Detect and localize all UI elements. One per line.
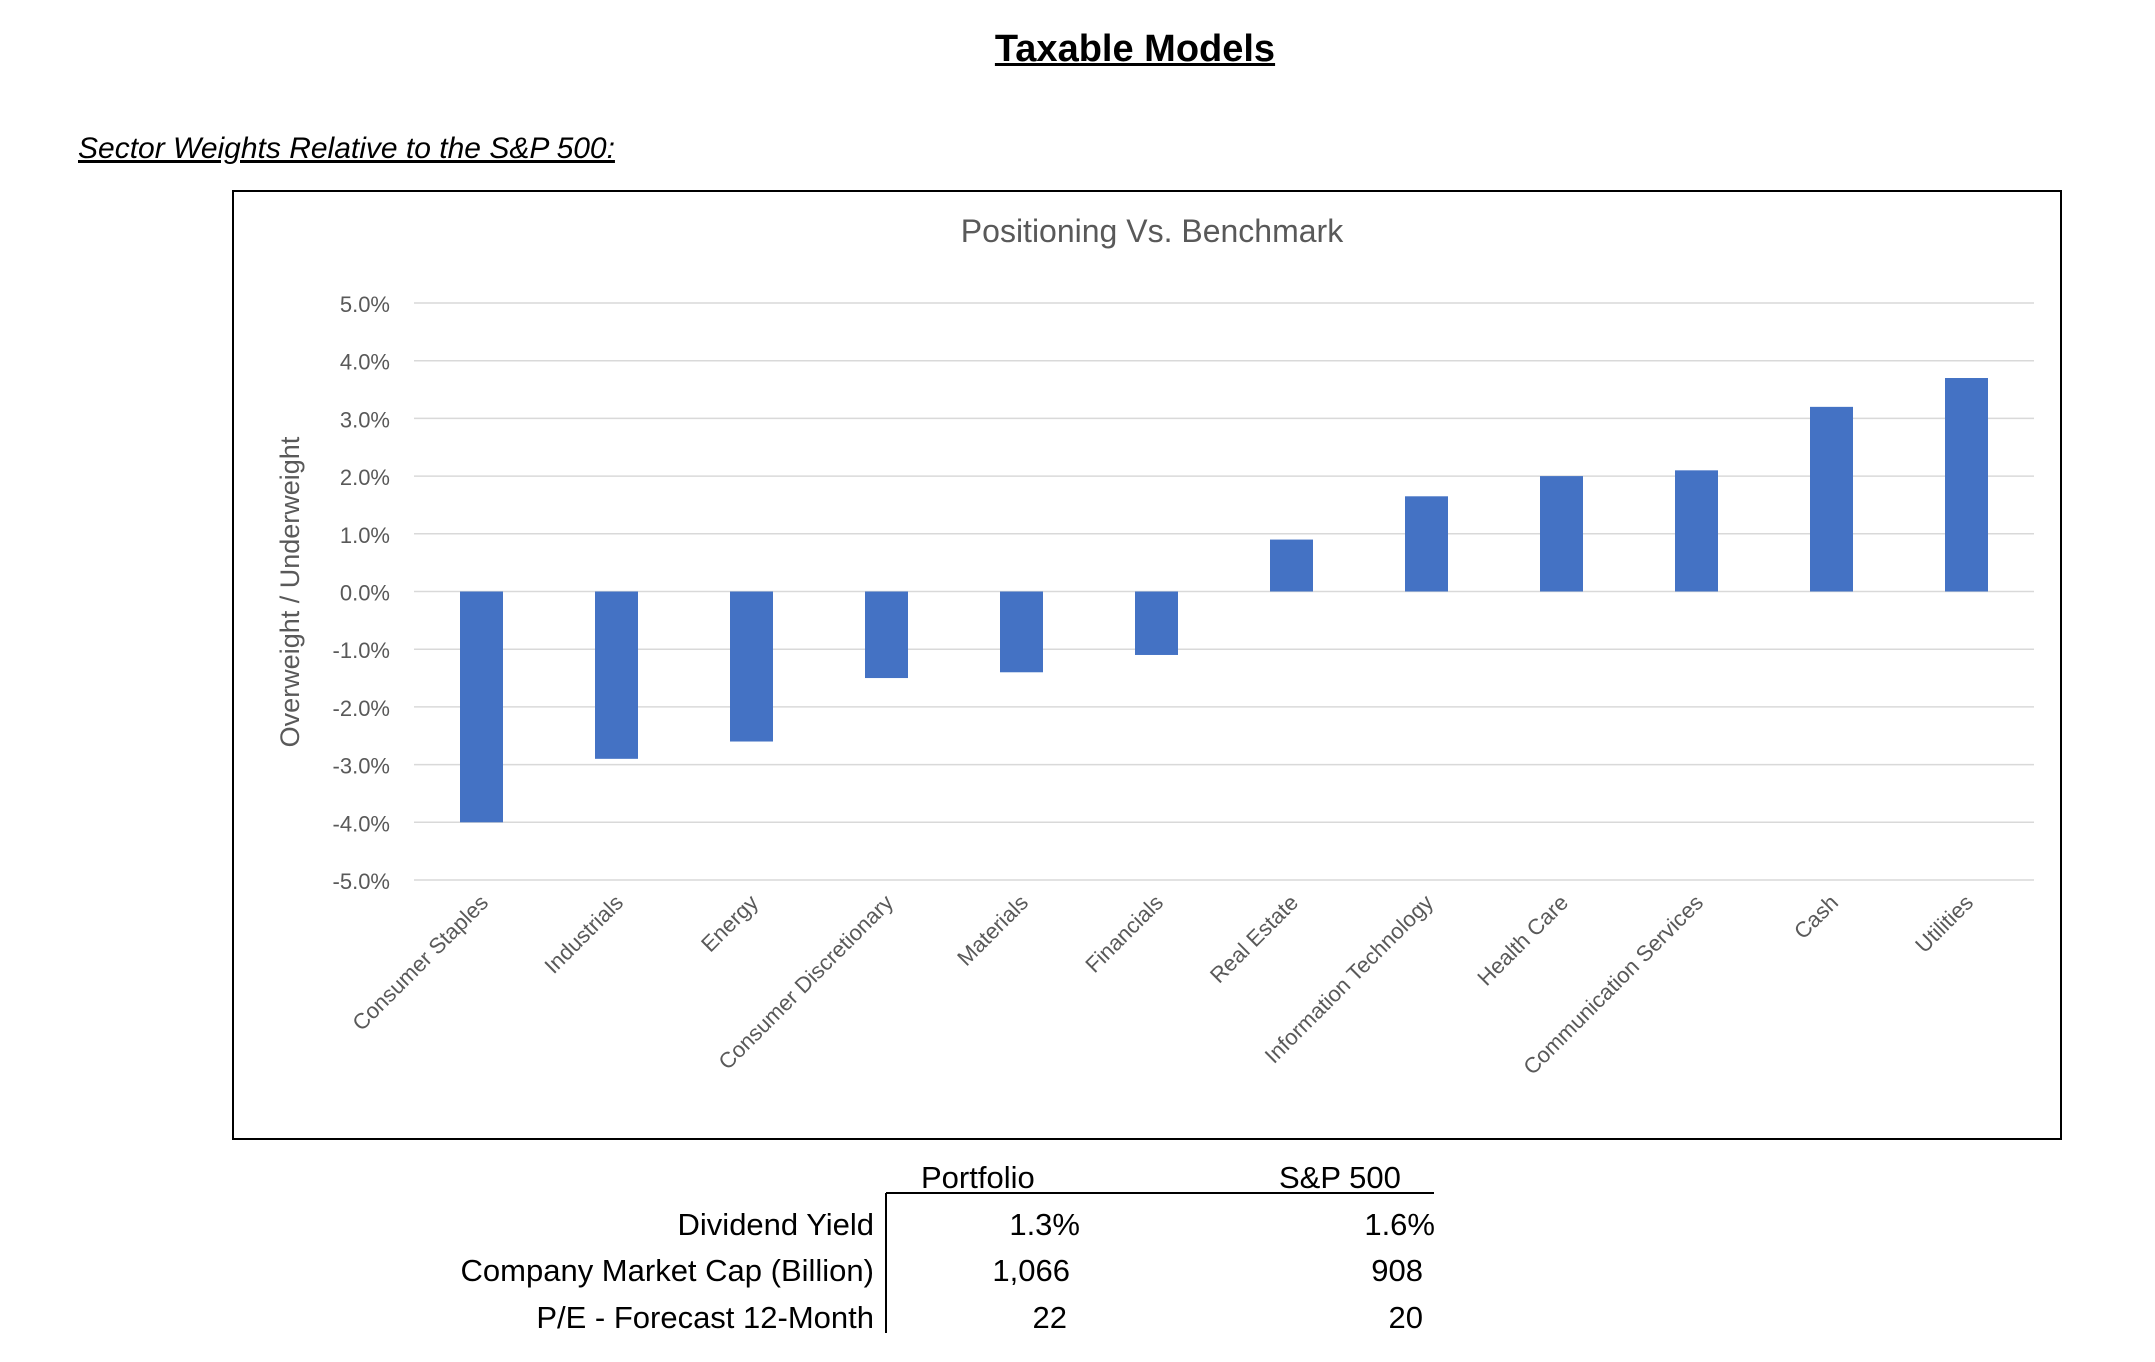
y-axis-label: Overweight / Underweight [275,436,305,747]
bar-chart: Positioning Vs. Benchmark 5.0% 4.0% 3.0% 2.0… [275,213,2034,1080]
y-tick-label: 1.0% [340,523,390,548]
y-tick-label: -1.0% [333,638,390,663]
section-heading: Sector Weights Relative to the S&P 500: [78,132,615,165]
y-tick-label: 5.0% [340,292,390,317]
bar-energy [730,591,773,742]
y-tick-label: -5.0% [333,869,390,894]
row-label-pe-forecast: P/E - Forecast 12-Month [536,1300,874,1335]
y-tick-label: -3.0% [333,754,390,779]
x-tick-label: Real Estate [1205,890,1303,988]
sp500-pe-forecast: 20 [1388,1300,1423,1335]
y-tick-label: 2.0% [340,465,390,490]
bar-materials [1000,591,1043,673]
bar-cash [1810,406,1853,592]
table-label-divider [885,1193,887,1333]
x-tick-label: Materials [952,890,1033,971]
x-tick-label: Consumer Staples [347,890,493,1036]
col-head-sp500: S&P 500 [1279,1160,1401,1195]
bar-consumer-discretionary [865,591,908,679]
bar-financials [1135,591,1178,655]
y-tick-label: 4.0% [340,350,390,375]
bar-real-estate [1270,539,1313,592]
y-tick-label: 0.0% [340,581,390,606]
bar-consumer-staples [460,591,503,823]
chart-frame: Positioning Vs. Benchmark 5.0% 4.0% 3.0% 2.0… [232,190,2062,1140]
page-title: Taxable Models [994,28,1276,70]
x-tick-label: Cash [1789,890,1843,944]
chart-title: Positioning Vs. Benchmark [961,213,1344,249]
x-tick-label: Financials [1080,890,1168,978]
x-tick-label: Health Care [1472,890,1573,991]
y-tick-label: -2.0% [333,696,390,721]
portfolio-market-cap: 1,066 [992,1253,1070,1288]
bar-communication-services [1675,470,1718,592]
x-tick-label: Industrials [539,890,628,979]
bar-utilities [1945,378,1988,592]
y-tick-label: -4.0% [333,811,390,836]
bar-health-care [1540,476,1583,592]
sp500-market-cap: 908 [1371,1253,1423,1288]
portfolio-dividend-yield: 1.3% [1009,1207,1080,1242]
row-label-market-cap: Company Market Cap (Billion) [460,1253,874,1288]
bar-information-technology [1405,496,1448,592]
table-header-divider [886,1192,1434,1194]
sp500-dividend-yield: 1.6% [1364,1207,1435,1242]
portfolio-pe-forecast: 22 [1032,1300,1067,1335]
x-tick-label: Utilities [1910,890,1978,958]
bar-industrials [595,591,638,759]
row-label-dividend-yield: Dividend Yield [677,1207,874,1242]
y-tick-label: 3.0% [340,407,390,432]
x-tick-label: Energy [696,890,763,957]
col-head-portfolio: Portfolio [921,1160,1035,1195]
